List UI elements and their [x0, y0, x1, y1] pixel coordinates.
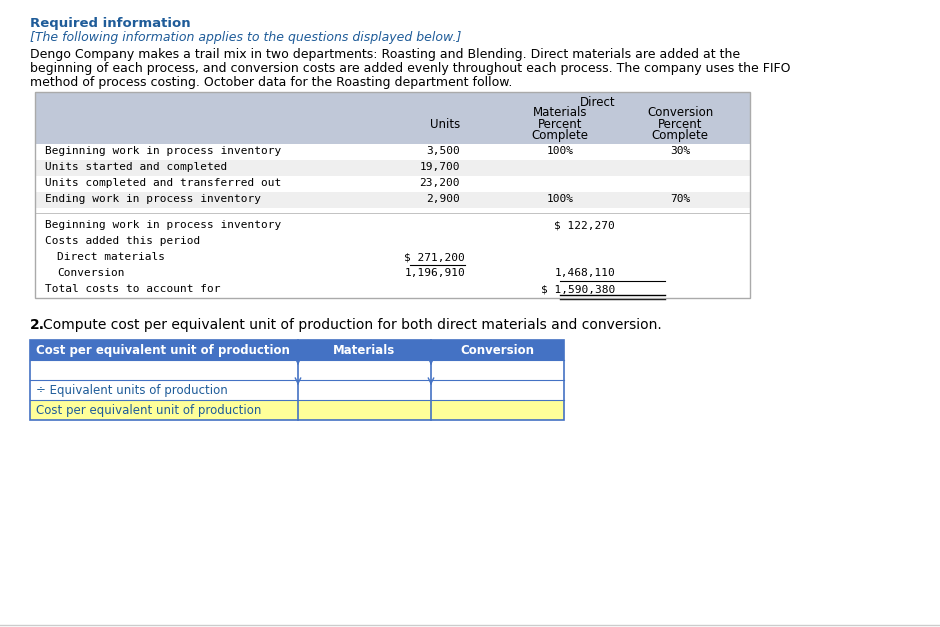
Text: 1,468,110: 1,468,110 — [555, 268, 615, 278]
Text: Beginning work in process inventory: Beginning work in process inventory — [45, 146, 281, 156]
Text: 2.: 2. — [30, 318, 45, 332]
Text: Conversion: Conversion — [647, 106, 713, 119]
Text: Units: Units — [430, 118, 460, 131]
Text: 70%: 70% — [670, 194, 690, 204]
Text: Beginning work in process inventory: Beginning work in process inventory — [45, 220, 281, 230]
FancyBboxPatch shape — [35, 144, 750, 160]
Text: $ 271,200: $ 271,200 — [404, 252, 465, 262]
Text: Units completed and transferred out: Units completed and transferred out — [45, 178, 281, 188]
FancyBboxPatch shape — [30, 360, 564, 380]
Text: [The following information applies to the questions displayed below.]: [The following information applies to th… — [30, 31, 462, 44]
FancyBboxPatch shape — [35, 192, 750, 208]
Text: Cost per equivalent unit of production: Cost per equivalent unit of production — [36, 404, 261, 417]
Text: Required information: Required information — [30, 17, 191, 30]
Text: beginning of each process, and conversion costs are added evenly throughout each: beginning of each process, and conversio… — [30, 62, 791, 75]
Text: Costs added this period: Costs added this period — [45, 236, 200, 246]
Text: 2,900: 2,900 — [426, 194, 460, 204]
Text: Materials: Materials — [333, 344, 395, 357]
Text: Compute cost per equivalent unit of production for both direct materials and con: Compute cost per equivalent unit of prod… — [43, 318, 662, 332]
Text: Direct: Direct — [580, 96, 616, 109]
Text: 100%: 100% — [546, 146, 573, 156]
Text: Dengo Company makes a trail mix in two departments: Roasting and Blending. Direc: Dengo Company makes a trail mix in two d… — [30, 48, 740, 61]
Text: ÷ Equivalent units of production: ÷ Equivalent units of production — [36, 384, 227, 397]
Text: Complete: Complete — [651, 129, 709, 142]
Text: Ending work in process inventory: Ending work in process inventory — [45, 194, 261, 204]
Text: $ 122,270: $ 122,270 — [555, 220, 615, 230]
Text: $ 1,590,380: $ 1,590,380 — [540, 284, 615, 294]
Text: Units started and completed: Units started and completed — [45, 162, 227, 172]
FancyBboxPatch shape — [30, 380, 564, 400]
FancyBboxPatch shape — [30, 340, 564, 360]
FancyBboxPatch shape — [35, 176, 750, 192]
FancyBboxPatch shape — [35, 92, 750, 144]
Text: Percent: Percent — [658, 118, 702, 131]
Text: 1,196,910: 1,196,910 — [404, 268, 465, 278]
Text: Complete: Complete — [531, 129, 588, 142]
Text: 30%: 30% — [670, 146, 690, 156]
Text: 100%: 100% — [546, 194, 573, 204]
Text: Conversion: Conversion — [57, 268, 124, 278]
Text: Materials: Materials — [533, 106, 588, 119]
FancyBboxPatch shape — [30, 400, 564, 420]
Text: method of process costing. October data for the Roasting department follow.: method of process costing. October data … — [30, 76, 512, 89]
Text: Direct materials: Direct materials — [57, 252, 165, 262]
Text: 19,700: 19,700 — [419, 162, 460, 172]
Text: Cost per equivalent unit of production: Cost per equivalent unit of production — [36, 344, 290, 357]
Text: 3,500: 3,500 — [426, 146, 460, 156]
Text: Total costs to account for: Total costs to account for — [45, 284, 221, 294]
Text: 23,200: 23,200 — [419, 178, 460, 188]
Text: Percent: Percent — [538, 118, 582, 131]
FancyBboxPatch shape — [35, 160, 750, 176]
Text: Conversion: Conversion — [460, 344, 534, 357]
